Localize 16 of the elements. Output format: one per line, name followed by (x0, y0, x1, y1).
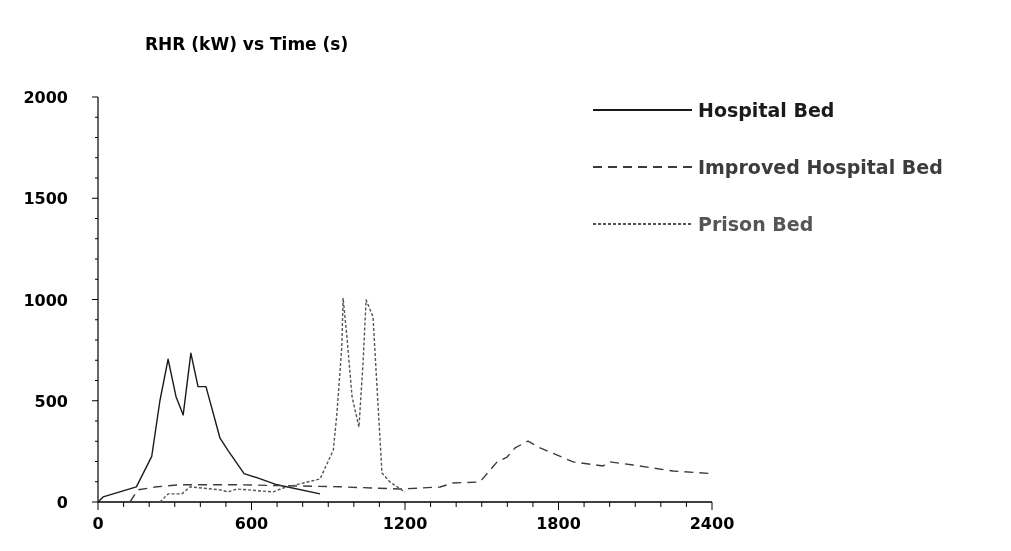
text: Prison Bed (698, 213, 814, 235)
text: Hospital Bed (698, 99, 835, 121)
line-series (159, 297, 406, 503)
y-tick-label: 1000 (23, 290, 68, 310)
y-tick-label: 500 (34, 391, 68, 411)
x-tick-label: 0 (92, 514, 104, 533)
x-tick-label: 600 (234, 514, 269, 533)
x-tick-label: 1800 (536, 514, 581, 533)
y-tick-label: 2000 (23, 88, 68, 107)
y-tick-label: 1500 (23, 189, 68, 209)
text: Improved Hospital Bed (698, 156, 943, 178)
line-series (97, 352, 321, 503)
chart-title: RHR (kW) vs Time (s) (145, 34, 349, 54)
x-tick-label: 1200 (382, 514, 428, 533)
x-tick-label: 2400 (689, 514, 735, 533)
y-tick-label: 0 (56, 493, 68, 512)
